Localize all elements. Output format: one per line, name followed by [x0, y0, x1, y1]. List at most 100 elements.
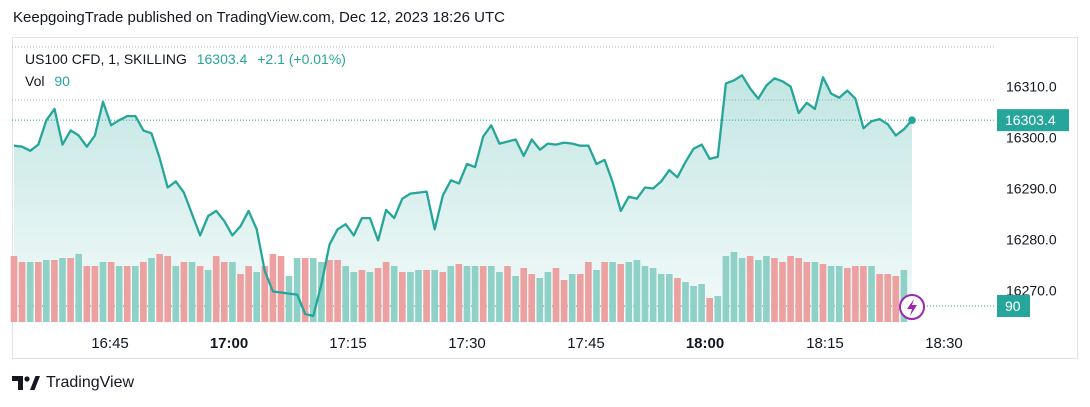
tradingview-logo-icon	[12, 376, 40, 390]
volume-bar	[399, 272, 406, 322]
volume-bar	[140, 262, 147, 322]
volume-bar	[795, 258, 802, 322]
volume-bar	[156, 254, 163, 322]
volume-bar	[666, 274, 673, 322]
volume-bar	[277, 256, 285, 322]
volume-label[interactable]: Vol	[25, 73, 45, 89]
x-tick-label: 17:15	[329, 335, 367, 352]
volume-bar	[593, 270, 600, 322]
volume-bar	[350, 272, 358, 322]
legend-volume-row: Vol 90	[25, 70, 346, 92]
y-tick-label: 16280.0	[1006, 232, 1057, 248]
volume-bar	[26, 262, 34, 322]
volume-bar	[245, 266, 252, 322]
volume-bar	[560, 280, 568, 322]
volume-bar	[609, 262, 616, 322]
volume-bar	[188, 262, 196, 322]
last-value: 16303.4	[196, 51, 248, 67]
volume-bar	[577, 274, 584, 322]
volume-bar	[99, 262, 107, 322]
volume-bar	[835, 266, 843, 322]
tradingview-footer[interactable]: TradingView	[12, 374, 134, 392]
volume-bar	[382, 262, 390, 322]
volume-bar	[148, 258, 155, 322]
volume-bar	[463, 266, 471, 322]
volume-bar	[301, 258, 309, 322]
volume-bar	[439, 272, 447, 322]
volume-bar	[374, 268, 382, 322]
volume-bar	[196, 266, 204, 322]
volume-bar	[714, 296, 722, 322]
volume-bar	[261, 266, 269, 322]
volume-bar	[10, 256, 18, 322]
volume-bar	[730, 252, 738, 322]
volume-bar	[43, 260, 50, 322]
volume-bar	[253, 272, 260, 322]
volume-bar	[738, 258, 746, 322]
volume-bar	[698, 284, 705, 322]
volume-bar	[690, 286, 697, 322]
volume-badge	[997, 295, 1030, 317]
volume-bar	[771, 258, 778, 322]
publisher-header: KeepgoingTrade published on TradingView.…	[13, 9, 505, 26]
volume-bar	[884, 274, 891, 322]
volume-bar	[447, 266, 455, 322]
volume-bar	[423, 270, 430, 322]
price-area-fill	[14, 75, 912, 322]
volume-bar	[625, 262, 633, 322]
volume-bar	[617, 264, 624, 322]
volume-bar	[803, 262, 811, 322]
volume-bar	[876, 274, 883, 322]
volume-bar	[67, 258, 74, 322]
volume-bar	[787, 256, 794, 322]
volume-bar	[107, 262, 115, 322]
volume-bar	[722, 256, 730, 322]
volume-bar	[763, 256, 770, 322]
volume-bar	[479, 266, 487, 322]
volume-bar	[649, 268, 657, 322]
volume-bar	[91, 266, 99, 322]
volume-bar	[229, 262, 236, 322]
x-tick-label: 17:45	[567, 335, 605, 352]
volume-bar	[310, 258, 317, 322]
volume-bar	[641, 266, 649, 322]
x-tick-label: 16:45	[91, 335, 129, 352]
volume-bar	[496, 272, 503, 322]
volume-bar	[221, 262, 228, 322]
chart-frame	[12, 37, 1078, 359]
volume-bar	[601, 262, 608, 322]
volume-bar	[59, 258, 66, 322]
volume-bar	[204, 270, 212, 322]
volume-bar	[293, 258, 301, 322]
volume-bar	[520, 268, 527, 322]
volume-bar	[455, 264, 463, 322]
volume-bar	[755, 260, 762, 322]
volume-bar	[366, 272, 374, 322]
volume-bar	[674, 278, 681, 322]
price-badge-label: 16303.4	[1005, 112, 1056, 128]
volume-badge-label: 90	[1005, 298, 1021, 314]
volume-bar	[390, 266, 398, 322]
volume-bar	[326, 260, 333, 322]
last-price-dot	[908, 116, 916, 124]
volume-bar	[318, 262, 325, 322]
x-tick-label: 18:30	[925, 335, 963, 352]
volume-bar	[18, 262, 26, 322]
legend-symbol-row: US100 CFD, 1, SKILLING 16303.4 +2.1 (+0.…	[25, 48, 346, 70]
volume-bar	[115, 266, 123, 322]
volume-bar	[811, 262, 819, 322]
price-line	[13, 74, 913, 318]
volume-bar	[504, 266, 511, 322]
symbol-name[interactable]: US100 CFD, 1, SKILLING	[25, 51, 187, 67]
volume-bar	[827, 266, 835, 322]
volume-bar	[633, 260, 641, 322]
volume-bar	[852, 266, 859, 322]
volume-bar	[868, 266, 875, 322]
volume-bar	[657, 274, 665, 322]
volume-bar	[528, 274, 535, 322]
volume-bar	[488, 266, 495, 322]
x-tick-label: 17:30	[448, 335, 486, 352]
volume-bar	[342, 266, 349, 322]
volume-bar	[900, 270, 908, 322]
